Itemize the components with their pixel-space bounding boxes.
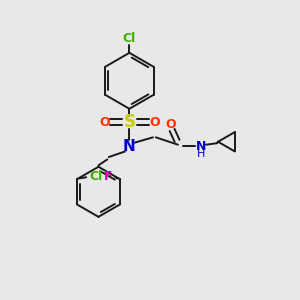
Text: O: O <box>99 116 110 128</box>
Text: O: O <box>149 116 160 128</box>
Text: N: N <box>123 139 136 154</box>
Text: F: F <box>103 170 112 183</box>
Text: N: N <box>196 140 206 153</box>
Text: O: O <box>165 118 176 130</box>
Text: Cl: Cl <box>89 170 102 183</box>
Text: H: H <box>196 149 205 159</box>
Text: Cl: Cl <box>123 32 136 45</box>
Text: S: S <box>123 113 135 131</box>
